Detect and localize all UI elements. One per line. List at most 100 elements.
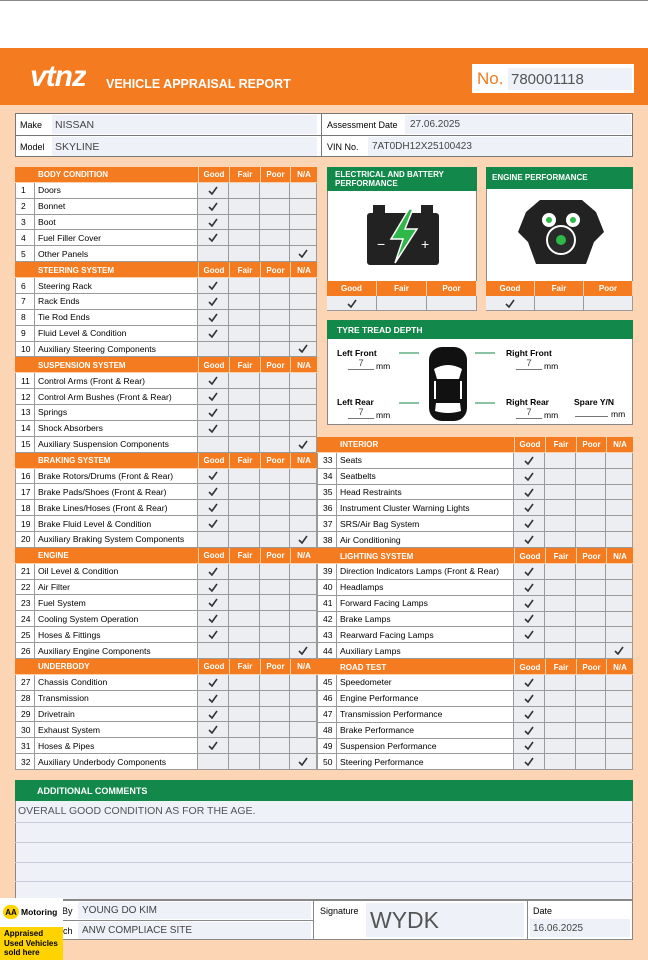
- rating-cell: [229, 738, 260, 755]
- check-mark: [614, 646, 624, 656]
- rating-cell: [290, 532, 317, 548]
- rating-cell: [606, 595, 633, 612]
- rating-cell: [198, 532, 229, 548]
- check-mark: [208, 313, 218, 322]
- rating-cell: [198, 611, 229, 628]
- column-header: Good: [327, 281, 377, 296]
- check-stroke: [524, 583, 534, 592]
- engine-icon: [518, 200, 604, 264]
- check-stroke: [614, 646, 624, 656]
- svg-text:+: +: [421, 236, 429, 252]
- rating-cell: [229, 754, 260, 771]
- column-header: N/A: [290, 357, 317, 374]
- check-mark: [208, 202, 218, 211]
- rating-cell: [584, 296, 633, 311]
- check-mark: [524, 678, 534, 687]
- column-header: Poor: [576, 437, 606, 453]
- rating-cell: [606, 706, 633, 723]
- tyre-label: Left Rear: [337, 397, 374, 407]
- rating-cell: [198, 738, 229, 755]
- rating-cell: [606, 532, 633, 549]
- check-stroke: [346, 299, 357, 308]
- check-stroke: [208, 630, 218, 640]
- section-title: SUSPENSION SYSTEM: [38, 360, 126, 370]
- section-title: ROAD TEST: [340, 662, 387, 672]
- rating-cell: [198, 643, 229, 659]
- rating-cell: [260, 214, 290, 231]
- row-number: 3: [15, 214, 35, 231]
- row-item: Cooling System Operation: [35, 611, 198, 628]
- check-mark: [298, 646, 308, 656]
- rating-cell: [290, 484, 317, 501]
- rating-cell: [260, 420, 290, 437]
- field-label: VIN No.: [327, 141, 359, 152]
- field-label: Make: [20, 119, 43, 130]
- row-number: 36: [317, 500, 337, 517]
- rating-cell: [514, 754, 545, 771]
- rating-cell: [198, 754, 229, 771]
- rating-cell: [545, 754, 576, 771]
- battery-icon: − +: [367, 205, 439, 265]
- check-stroke: [524, 503, 534, 513]
- number-label: No.: [477, 69, 504, 88]
- rating-cell: [198, 436, 229, 453]
- divider: [313, 900, 314, 940]
- column-header: Good: [514, 548, 545, 564]
- check-stroke: [208, 598, 218, 608]
- rating-cell: [576, 738, 606, 755]
- check-mark: [208, 471, 218, 481]
- check-mark: [208, 678, 218, 687]
- rating-cell: [514, 611, 545, 628]
- rating-cell: [576, 484, 606, 501]
- row-item: Other Panels: [35, 246, 198, 263]
- report-title: VEHICLE APPRAISAL REPORT: [106, 77, 291, 91]
- rating-cell: [229, 341, 260, 358]
- rating-cell: [260, 341, 290, 358]
- row-item: Hoses & Pipes: [35, 738, 198, 755]
- row-number: 19: [15, 516, 35, 532]
- rating-cell: [290, 468, 317, 485]
- rating-cell: [576, 452, 606, 469]
- rating-cell: [229, 293, 260, 310]
- check-mark: [208, 376, 218, 386]
- row-item: Engine Performance: [337, 690, 514, 707]
- rating-cell: [198, 309, 229, 326]
- rating-cell: [290, 611, 317, 628]
- check-mark: [524, 503, 534, 513]
- rating-cell: [545, 722, 576, 739]
- unit: mm: [611, 409, 626, 419]
- column-header: Poor: [260, 658, 290, 675]
- rating-cell: [198, 325, 229, 342]
- rating-cell: [545, 706, 576, 723]
- section-header: [15, 262, 317, 279]
- check-mark: [208, 424, 218, 433]
- column-header: N/A: [606, 659, 633, 676]
- check-stroke: [208, 741, 218, 751]
- check-mark: [524, 615, 534, 624]
- rating-cell: [229, 484, 260, 501]
- row-item: Control Arm Bushes (Front & Rear): [35, 389, 198, 406]
- check-stroke: [524, 519, 534, 529]
- rating-cell: [545, 643, 576, 660]
- row-item: Brake Pads/Shoes (Front & Rear): [35, 484, 198, 501]
- check-mark: [208, 329, 218, 338]
- check-mark: [208, 630, 218, 640]
- check-stroke: [524, 615, 534, 624]
- rating-cell: [576, 690, 606, 707]
- rating-cell: [576, 563, 606, 580]
- section-title: UNDERBODY: [38, 662, 90, 672]
- rating-cell: [514, 532, 545, 549]
- row-number: 47: [317, 706, 337, 723]
- rating-cell: [514, 595, 545, 612]
- rating-cell: [260, 532, 290, 548]
- rating-cell: [260, 405, 290, 421]
- check-stroke: [208, 376, 218, 386]
- row-item: Brake Lamps: [337, 611, 514, 628]
- tyre-label: Right Rear: [506, 397, 549, 407]
- check-stroke: [208, 519, 218, 529]
- row-item: Headlamps: [337, 579, 514, 596]
- rating-cell: [260, 182, 290, 199]
- rating-cell: [260, 579, 290, 596]
- check-mark: [524, 583, 534, 592]
